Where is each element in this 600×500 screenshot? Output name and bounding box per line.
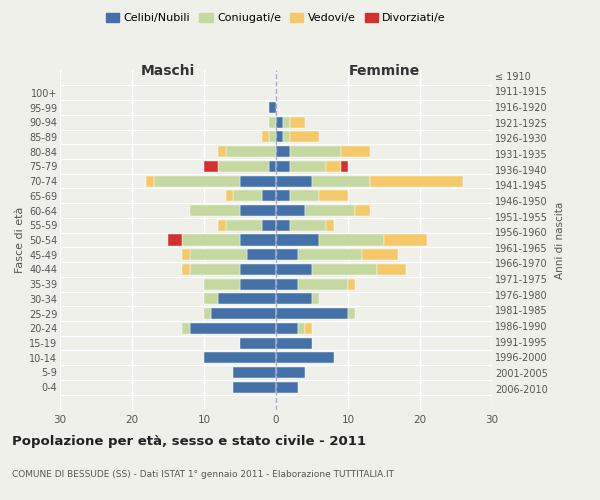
- Bar: [355, 205, 370, 216]
- Bar: [276, 323, 298, 334]
- Text: Popolazione per età, sesso e stato civile - 2011: Popolazione per età, sesso e stato civil…: [12, 435, 366, 448]
- Legend: Celibi/Nubili, Coniugati/e, Vedovi/e, Divorziati/e: Celibi/Nubili, Coniugati/e, Vedovi/e, Di…: [104, 10, 448, 26]
- Bar: [190, 249, 247, 260]
- Bar: [240, 264, 276, 275]
- Bar: [204, 278, 240, 289]
- Bar: [168, 234, 182, 246]
- Bar: [290, 190, 319, 202]
- Bar: [269, 132, 276, 142]
- Bar: [154, 176, 240, 186]
- Bar: [298, 323, 305, 334]
- Bar: [290, 132, 319, 142]
- Bar: [290, 161, 326, 172]
- Bar: [312, 294, 319, 304]
- Y-axis label: Anni di nascita: Anni di nascita: [554, 202, 565, 278]
- Bar: [384, 234, 427, 246]
- Bar: [298, 249, 362, 260]
- Bar: [276, 264, 312, 275]
- Bar: [276, 220, 290, 231]
- Bar: [276, 308, 348, 319]
- Bar: [276, 352, 334, 364]
- Text: Femmine: Femmine: [349, 64, 419, 78]
- Bar: [290, 220, 326, 231]
- Bar: [283, 116, 290, 128]
- Bar: [305, 323, 312, 334]
- Bar: [312, 176, 370, 186]
- Bar: [348, 278, 355, 289]
- Bar: [269, 116, 276, 128]
- Bar: [276, 294, 312, 304]
- Bar: [218, 294, 276, 304]
- Bar: [204, 352, 276, 364]
- Bar: [146, 176, 154, 186]
- Bar: [218, 220, 226, 231]
- Bar: [204, 161, 218, 172]
- Bar: [305, 205, 355, 216]
- Bar: [283, 132, 290, 142]
- Bar: [247, 249, 276, 260]
- Y-axis label: Fasce di età: Fasce di età: [14, 207, 25, 273]
- Bar: [182, 264, 190, 275]
- Bar: [269, 102, 276, 113]
- Bar: [276, 190, 290, 202]
- Bar: [276, 382, 298, 392]
- Bar: [262, 190, 276, 202]
- Bar: [276, 249, 298, 260]
- Bar: [226, 220, 262, 231]
- Bar: [276, 278, 298, 289]
- Bar: [276, 161, 290, 172]
- Bar: [341, 146, 370, 157]
- Bar: [348, 308, 355, 319]
- Bar: [276, 367, 305, 378]
- Bar: [204, 308, 211, 319]
- Bar: [290, 146, 341, 157]
- Text: Maschi: Maschi: [141, 64, 195, 78]
- Bar: [262, 132, 269, 142]
- Text: COMUNE DI BESSUDE (SS) - Dati ISTAT 1° gennaio 2011 - Elaborazione TUTTITALIA.IT: COMUNE DI BESSUDE (SS) - Dati ISTAT 1° g…: [12, 470, 394, 479]
- Bar: [298, 278, 348, 289]
- Bar: [233, 382, 276, 392]
- Bar: [240, 176, 276, 186]
- Bar: [370, 176, 463, 186]
- Bar: [276, 205, 305, 216]
- Bar: [204, 294, 218, 304]
- Bar: [377, 264, 406, 275]
- Bar: [218, 161, 269, 172]
- Bar: [276, 234, 319, 246]
- Bar: [190, 323, 276, 334]
- Bar: [269, 161, 276, 172]
- Bar: [276, 176, 312, 186]
- Bar: [326, 220, 334, 231]
- Bar: [276, 146, 290, 157]
- Bar: [276, 338, 312, 348]
- Bar: [233, 190, 262, 202]
- Bar: [276, 116, 283, 128]
- Bar: [226, 190, 233, 202]
- Bar: [276, 132, 283, 142]
- Bar: [262, 220, 276, 231]
- Bar: [319, 190, 348, 202]
- Bar: [240, 278, 276, 289]
- Bar: [190, 205, 240, 216]
- Bar: [362, 249, 398, 260]
- Bar: [312, 264, 377, 275]
- Bar: [233, 367, 276, 378]
- Bar: [182, 234, 240, 246]
- Bar: [240, 234, 276, 246]
- Bar: [319, 234, 384, 246]
- Bar: [182, 323, 190, 334]
- Bar: [190, 264, 240, 275]
- Bar: [326, 161, 341, 172]
- Bar: [211, 308, 276, 319]
- Bar: [341, 161, 348, 172]
- Bar: [218, 146, 226, 157]
- Bar: [240, 338, 276, 348]
- Bar: [182, 249, 190, 260]
- Bar: [240, 205, 276, 216]
- Bar: [290, 116, 305, 128]
- Bar: [226, 146, 276, 157]
